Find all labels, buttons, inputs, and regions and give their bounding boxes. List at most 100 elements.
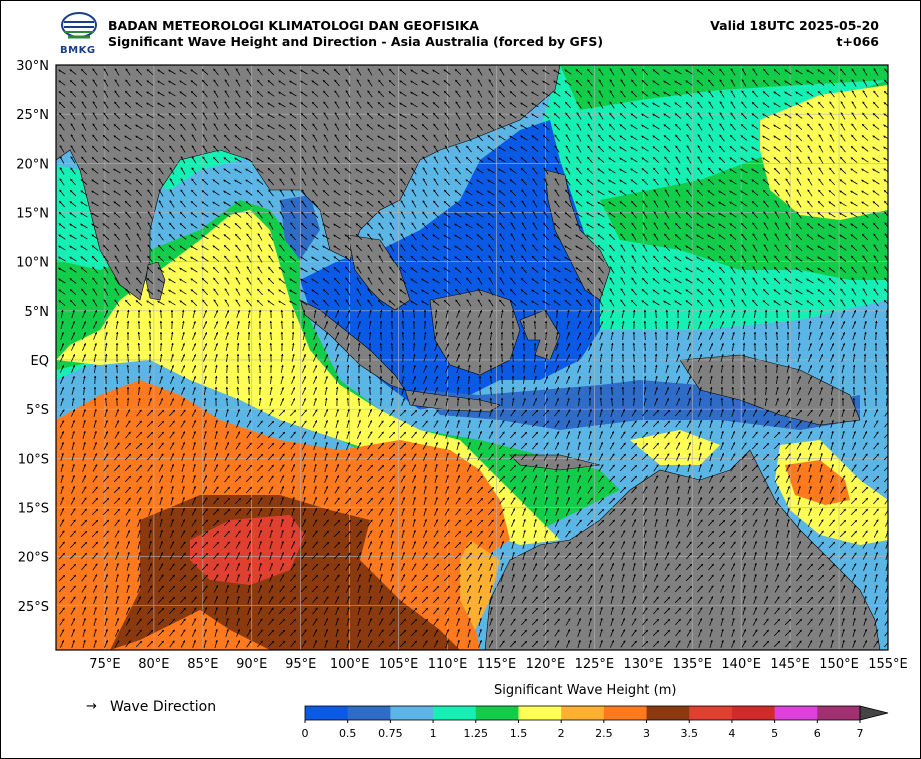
direction-arrow [828,79,836,87]
lon-tick-label: 75°E [89,657,120,672]
direction-arrow [652,69,660,75]
zone-yellow-arafura [630,430,720,465]
direction-arrow [311,101,319,109]
direction-arrow [245,101,253,109]
direction-arrow [378,79,384,87]
direction-arrow [587,68,593,76]
direction-arrow [773,69,781,75]
direction-arrow [730,90,736,98]
direction-arrow [488,90,494,98]
direction-arrow [247,353,251,363]
direction-arrow [499,68,505,76]
lon-tick-label: 90°E [236,657,267,672]
direction-arrow [432,102,440,108]
direction-arrow [289,91,297,97]
direction-arrow [114,90,120,98]
logo-text: BMKG [60,45,96,56]
direction-arrow [69,69,77,75]
direction-arrow [92,68,98,76]
direction-arrow [708,90,714,98]
direction-arrow [553,69,561,75]
colorbar-title: Significant Wave Height (m) [494,683,677,698]
direction-arrow [752,68,758,76]
direction-arrow [862,79,868,87]
lon-tick-label: 100°E [330,657,370,672]
direction-arrow [784,91,792,97]
direction-arrow [643,320,647,330]
direction-arrow [488,79,494,87]
direction-arrow [115,364,119,374]
direction-arrow [762,91,770,97]
direction-arrow [236,397,240,407]
direction-arrow [300,69,308,75]
direction-arrow [840,68,846,76]
direction-arrow [421,80,429,86]
direction-arrow [367,68,373,76]
direction-arrow [157,80,165,86]
direction-arrow [58,91,66,97]
direction-arrow [674,91,682,97]
direction-arrow [311,91,319,97]
direction-arrow [455,101,461,109]
direction-arrow [685,80,693,86]
lat-tick-label: 15°S [18,501,49,516]
direction-arrow [542,69,550,75]
direction-arrow [278,80,286,86]
direction-arrow [225,364,229,374]
direction-arrow [742,364,746,374]
direction-arrow [148,309,152,319]
direction-arrow [135,91,143,97]
direction-arrow [630,90,638,98]
direction-arrow [201,68,209,76]
direction-arrow [136,68,142,76]
longitude-axis: 75°E 80°E 85°E 90°E 95°E 100°E 105°E 110°E 115°E… [89,657,907,672]
direction-arrow [58,101,66,109]
direction-arrow [70,90,76,98]
direction-arrow [498,101,506,109]
direction-arrow [509,91,517,97]
direction-arrow [762,79,770,87]
direction-arrow [267,102,275,108]
direction-arrow [553,91,561,97]
direction-arrow [598,101,604,109]
direction-arrow [70,101,76,109]
direction-arrow [641,80,649,86]
direction-arrow [137,353,141,363]
direction-arrow [730,79,736,87]
direction-arrow [443,69,451,75]
direction-arrow [477,101,483,109]
zone-blue-banda [420,380,860,430]
direction-arrow [466,101,472,109]
direction-arrow [775,309,779,319]
direction-arrow [126,320,130,330]
direction-arrow [333,68,341,76]
direction-arrow [806,80,814,86]
direction-arrow [190,69,198,75]
direction-arrow [246,68,252,76]
direction-arrow [576,101,582,109]
direction-arrow [311,80,319,86]
direction-arrow [488,101,494,109]
direction-arrow [466,68,472,76]
direction-arrow [455,90,461,98]
direction-arrow [322,69,330,75]
direction-arrow [289,102,297,108]
lon-tick-label: 115°E [477,657,517,672]
direction-arrow [564,69,572,75]
direction-arrow [511,331,515,341]
direction-arrow [499,79,505,87]
grid [56,65,888,650]
direction-arrow [135,79,143,87]
direction-arrow [103,90,109,98]
direction-arrow [135,102,143,108]
direction-arrow [500,375,504,385]
direction-arrow [520,68,528,76]
direction-arrow [454,68,462,76]
direction-arrow [146,69,154,75]
lon-tick-label: 80°E [138,657,169,672]
direction-arrow [190,90,198,98]
direction-arrow [388,102,396,108]
direction-arrow [828,69,836,75]
lat-tick-label: 5°N [25,305,50,320]
direction-arrow [258,309,262,319]
